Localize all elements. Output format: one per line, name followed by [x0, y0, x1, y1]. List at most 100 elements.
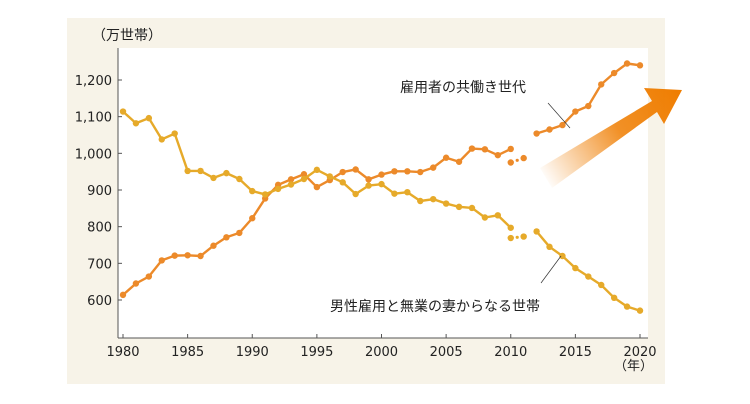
data-point: [507, 224, 514, 231]
x-tick-label: 2015: [559, 345, 592, 360]
data-point: [145, 273, 153, 280]
data-point: [119, 108, 127, 115]
data-point: [352, 190, 359, 198]
data-point: [559, 121, 566, 129]
data-point: [391, 168, 398, 175]
data-point: [417, 197, 424, 205]
data-point: [468, 204, 476, 212]
data-point: [636, 62, 644, 69]
x-tick-label: 1980: [106, 345, 139, 360]
data-point: [365, 182, 372, 189]
x-axis-unit-label: （年）: [614, 359, 653, 374]
x-tick-label: 2000: [365, 345, 398, 360]
data-point: [442, 154, 450, 161]
x-tick-label: 2020: [623, 345, 656, 360]
connector-dot: [515, 235, 519, 239]
data-point: [326, 173, 333, 180]
data-point: [404, 189, 411, 196]
data-point: [145, 114, 153, 122]
data-point: [313, 183, 321, 191]
trend-arrow: [540, 88, 682, 188]
data-point: [378, 171, 385, 178]
series-dual-income: [119, 60, 644, 299]
data-point: [197, 167, 204, 175]
x-tick-label: 2010: [494, 345, 527, 360]
y-axis-unit-label: （万世帯）: [92, 28, 162, 44]
data-point: [210, 242, 217, 249]
data-point: [455, 158, 463, 165]
data-point: [610, 294, 618, 301]
data-point: [520, 233, 527, 240]
data-point: [430, 195, 437, 203]
y-tick-label: 1,100: [75, 111, 112, 126]
data-point: [249, 215, 256, 222]
data-point: [119, 291, 127, 299]
y-tick-label: 1,000: [75, 147, 112, 162]
data-point: [184, 252, 191, 259]
x-tick-label: 1985: [171, 345, 204, 360]
data-point: [623, 60, 631, 67]
connector-dot: [515, 158, 519, 162]
data-point: [365, 176, 372, 183]
data-point: [559, 252, 566, 260]
data-point: [494, 212, 502, 219]
data-point: [197, 252, 204, 260]
data-point: [210, 174, 217, 182]
y-tick-label: 900: [87, 184, 112, 199]
data-point: [468, 145, 476, 152]
data-point: [610, 69, 618, 77]
data-point: [546, 243, 553, 251]
data-point: [158, 136, 165, 143]
data-point: [507, 145, 514, 153]
y-tick-label: 600: [87, 294, 112, 309]
data-point: [274, 185, 282, 193]
data-point: [158, 257, 165, 264]
data-point: [430, 164, 437, 171]
data-point: [533, 130, 540, 137]
data-point: [287, 176, 295, 183]
data-point: [623, 303, 631, 310]
data-point: [223, 169, 230, 177]
annotation-dual-income: 雇用者の共働き世代: [400, 79, 526, 96]
data-point: [261, 191, 269, 198]
data-point: [585, 102, 592, 110]
data-point: [533, 228, 540, 235]
data-point: [171, 130, 178, 137]
annotation-leader-single: [540, 255, 562, 284]
data-point: [223, 234, 230, 241]
data-point: [339, 168, 346, 176]
data-point: [236, 229, 243, 237]
data-point: [507, 159, 514, 166]
data-point: [572, 264, 579, 272]
data-point: [352, 166, 359, 173]
data-point: [300, 175, 308, 183]
data-point: [132, 120, 140, 127]
data-point: [417, 168, 424, 176]
data-point: [391, 190, 398, 197]
data-point: [636, 307, 644, 314]
y-tick-label: 700: [87, 257, 112, 272]
data-point: [132, 280, 140, 287]
data-point: [585, 273, 592, 280]
data-point: [481, 214, 489, 221]
annotation-leader-dual: [547, 102, 571, 129]
data-point: [494, 151, 502, 159]
y-tick-label: 800: [87, 221, 112, 236]
data-point: [171, 252, 178, 259]
data-point: [572, 108, 579, 115]
x-tick-label: 1995: [300, 345, 333, 360]
data-point: [300, 171, 308, 178]
data-point: [404, 168, 411, 175]
data-point: [339, 179, 346, 186]
data-point: [442, 200, 450, 207]
y-tick-label: 1,200: [75, 74, 112, 89]
data-point: [313, 166, 321, 174]
data-point: [184, 167, 191, 175]
data-point: [507, 234, 514, 242]
data-point: [378, 180, 385, 188]
data-point: [455, 203, 463, 211]
data-point: [520, 154, 527, 162]
data-point: [546, 126, 553, 133]
annotation-single-income: 男性雇用と無業の妻からなる世帯: [330, 298, 540, 315]
